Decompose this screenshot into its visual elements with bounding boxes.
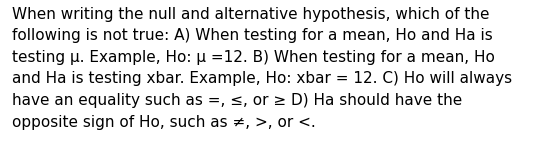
Text: When writing the null and alternative hypothesis, which of the
following is not : When writing the null and alternative hy… [12,7,512,130]
